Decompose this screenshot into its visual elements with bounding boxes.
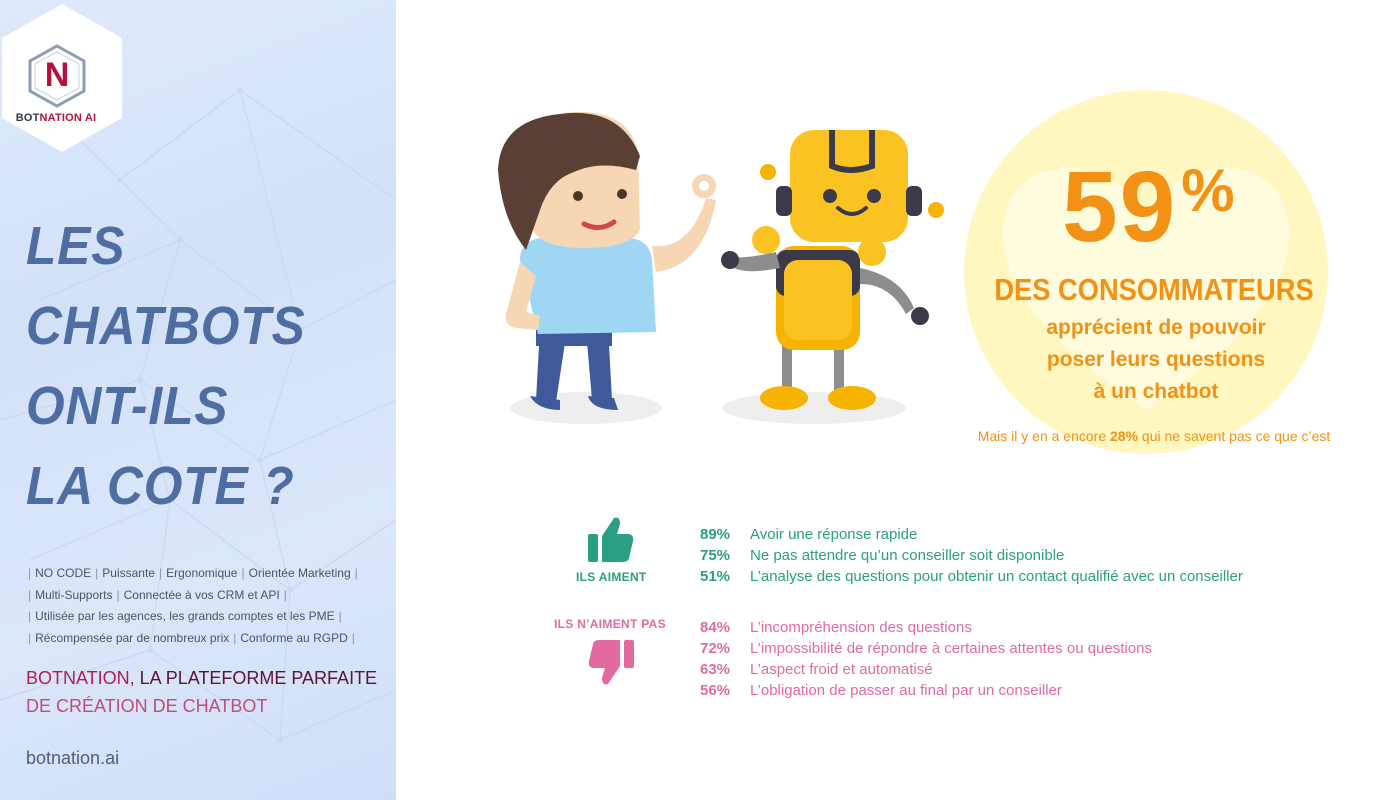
person-figure <box>498 111 716 410</box>
likes-item-text: L’analyse des questions pour obtenir un … <box>750 568 1243 585</box>
thumbs-up-icon <box>588 517 634 562</box>
person-and-robot-illustration <box>498 111 944 424</box>
likes-item-pct: 75% <box>700 547 731 564</box>
headline-line-4: LA COTE ? <box>26 456 295 516</box>
likes-item: 51% L’analyse des questions pour obtenir … <box>700 566 1243 587</box>
headline: LES CHATBOTS ONT-ILS LA COTE ? <box>26 206 330 526</box>
dislikes-item-pct: 84% <box>700 619 731 636</box>
feature-item: Conforme au RGPD <box>240 630 348 645</box>
website-link[interactable]: botnation.ai <box>26 748 120 768</box>
dislikes-item: 72% L’impossibilité de répondre à certain… <box>700 638 1152 659</box>
tagline-brand: BOTNATION, <box>26 668 140 688</box>
heart-icon <box>1002 167 1290 410</box>
headline-line-3: ONT-ILS <box>26 376 229 436</box>
headline-line-1: LES <box>26 216 126 276</box>
dislikes-item-text: L’obligation de passer au final par un c… <box>750 682 1062 699</box>
feature-item: Ergonomique <box>166 566 238 580</box>
features-row-1: | NO CODE | Puissante | Ergonomique | Orient… <box>24 563 384 585</box>
features-list: | NO CODE | Puissante | Ergonomique | Orient… <box>24 563 384 649</box>
logo-letter: N <box>44 56 70 94</box>
dislikes-item: 56% L’obligation de passer au final par u… <box>700 680 1152 701</box>
stat-note-text: qui ne savent pas ce que c’est <box>1138 428 1331 444</box>
features-row-3: | Utilisée par les agences, les grands co… <box>24 606 384 628</box>
feature-item: Connectée à vos CRM et API <box>123 587 280 602</box>
stat-note-text: Mais il y en a encore <box>977 428 1111 444</box>
stat-description: apprécient de pouvoir poser leurs questi… <box>984 312 1328 408</box>
likes-item-pct: 51% <box>700 568 731 585</box>
robot-figure <box>721 130 944 410</box>
dislikes-item-text: L’aspect froid et automatisé <box>750 661 933 678</box>
stat-headline: DES CONSOMMATEURS <box>994 272 1314 307</box>
features-row-4: | Récompensée par de nombreux prix | Confo… <box>24 628 384 650</box>
feature-item: NO CODE <box>35 566 92 580</box>
thumbs-down-icon <box>588 640 634 685</box>
stat-note: Mais il y en a encore 28% qui ne savent … <box>944 428 1364 444</box>
tagline-line-2: DE CRÉATION DE CHATBOT <box>26 696 268 716</box>
stat-line: apprécient de pouvoir <box>1046 316 1266 339</box>
stat-line: à un chatbot <box>1093 380 1219 403</box>
tagline: BOTNATION, LA PLATEFORME PARFAITE DE CRÉ… <box>26 664 377 720</box>
likes-item-text: Avoir une réponse rapide <box>750 526 918 543</box>
likes-item-text: Ne pas attendre qu’un conseiller soit di… <box>750 547 1065 564</box>
likes-label: ILS AIMENT <box>576 570 647 584</box>
robot-shadow <box>722 392 906 424</box>
feature-item: Puissante <box>102 566 155 580</box>
dislikes-item: 84% L’incompréhension des questions <box>700 617 1152 638</box>
feature-item: Récompensée par de nombreux prix <box>35 630 230 645</box>
brand-name: BOTNATION AI <box>0 112 112 124</box>
feature-item: Multi-Supports <box>35 587 113 602</box>
network-background <box>0 59 396 743</box>
likes-item-pct: 89% <box>700 526 731 543</box>
dislikes-list: 84% L’incompréhension des questions 72% L’… <box>700 617 1152 701</box>
brand-name-part1: BOT <box>15 112 40 124</box>
feature-item: Orientée Marketing <box>248 566 351 580</box>
likes-item: 89% Avoir une réponse rapide <box>700 524 1243 545</box>
tagline-strong: LA PLATEFORME PARFAITE <box>139 668 378 688</box>
likes-item: 75% Ne pas attendre qu’un conseiller soit… <box>700 545 1243 566</box>
brand-name-part2: NATION AI <box>39 112 97 124</box>
dislikes-item-text: L’incompréhension des questions <box>750 619 972 636</box>
stat-note-percentage: 28% <box>1110 428 1139 444</box>
headline-line-2: CHATBOTS <box>26 296 306 356</box>
stat-number: 59 <box>1062 151 1178 263</box>
stat-percent-sign: % <box>1181 157 1237 224</box>
logo-hexagon <box>2 4 122 152</box>
features-row-2: | Multi-Supports | Connectée à vos CRM et … <box>24 585 384 607</box>
dislikes-item-pct: 56% <box>700 682 731 699</box>
dislikes-item-text: L’impossibilité de répondre à certaines … <box>750 640 1152 657</box>
left-panel: N BOTNATION AI LES CHATBOTS ONT-ILS LA C… <box>0 0 396 800</box>
likes-list: 89% Avoir une réponse rapide 75% Ne pas at… <box>700 524 1243 587</box>
dislikes-item: 63% L’aspect froid et automatisé <box>700 659 1152 680</box>
dislikes-item-pct: 72% <box>700 640 731 657</box>
feature-item: Utilisée par les agences, les grands com… <box>35 609 335 623</box>
stat-line: poser leurs questions <box>1046 348 1266 371</box>
dislikes-label: ILS N’AIMENT PAS <box>554 617 666 631</box>
stat-percentage: 59% <box>1062 150 1237 265</box>
dislikes-item-pct: 63% <box>700 661 731 678</box>
